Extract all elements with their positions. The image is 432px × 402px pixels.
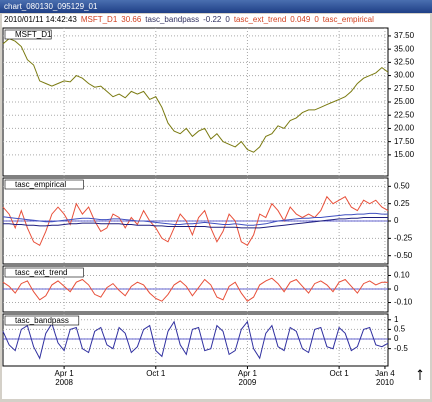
header-item: 2010/01/11 14:42:43 [4,15,77,24]
series-line [2,277,389,302]
y-tick-label: 30.00 [394,71,415,80]
header-item: -0.22 [203,15,222,24]
panel-label: tasc_empirical [15,180,66,189]
y-tick-label: 0 [394,216,399,225]
header-item: 0.049 [290,15,311,24]
y-tick-label: 15.00 [394,150,415,159]
panel-label-box [4,267,84,278]
header-item: 0 [225,15,230,24]
panel-label: tasc_bandpass [15,316,69,325]
y-tick-label: 35.00 [394,44,415,53]
series-line [2,320,389,360]
y-tick-label: 0.25 [394,199,410,208]
y-tick-label: 0 [394,284,399,293]
series-line [2,38,389,153]
header-item: tasc_ext_trend [234,15,286,24]
header-line: 2010/01/11 14:42:43 MSFT_D1 30.66 tasc_band… [4,15,374,24]
panel-label-box [4,179,84,190]
y-tick-label: 25.00 [394,97,415,106]
x-tick-sublabel: 2010 [376,378,394,387]
y-tick-label: 1 [394,315,399,324]
y-tick-label: 0 [394,334,399,343]
header-item: tasc_empirical [323,15,374,24]
x-tick-sublabel: 2008 [55,378,73,387]
panel-label-box [4,315,80,326]
cursor [417,369,423,380]
plots: 15.00 17.50 20.00 22.50 25.00 27.50 30.00 32.50… [2,27,415,387]
panel-label-box [4,29,52,40]
title-bar[interactable] [0,0,432,13]
panel-label: MSFT_D1 [15,30,52,39]
header-item: tasc_bandpass [145,15,199,24]
header-item: MSFT_D1 [81,15,118,24]
y-tick-label: 0.10 [394,271,410,280]
y-tick-label: 22.50 [394,110,415,119]
x-tick-label: Apr 1 [55,369,75,378]
x-tick-label: Oct 1 [146,369,166,378]
y-tick-label: 0.50 [394,181,410,190]
y-tick-label: -0.50 [394,251,413,260]
series-line [2,212,388,226]
y-tick-label: 0.5 [394,325,406,334]
header-item: 30.66 [121,15,142,24]
y-tick-label: 17.50 [394,137,415,146]
window-title: chart_080130_095129_01 [4,2,98,11]
x-tick-label: Jan 4 [375,369,395,378]
y-tick-label: 37.50 [394,31,415,40]
y-tick-label: -0.10 [394,298,413,307]
x-tick-label: Apr 1 [238,369,258,378]
header-item: 0 [314,15,319,24]
y-tick-label: 32.50 [394,57,415,66]
y-tick-label: 20.00 [394,124,415,133]
y-tick-label: -0.5 [394,344,408,353]
y-tick-label: -0.25 [394,233,413,242]
y-tick-label: 27.50 [394,84,415,93]
panel-label: tasc_ext_trend [15,268,67,277]
x-tick-label: Oct 1 [330,369,350,378]
series-line [3,217,388,229]
x-tick-sublabel: 2009 [239,378,257,387]
